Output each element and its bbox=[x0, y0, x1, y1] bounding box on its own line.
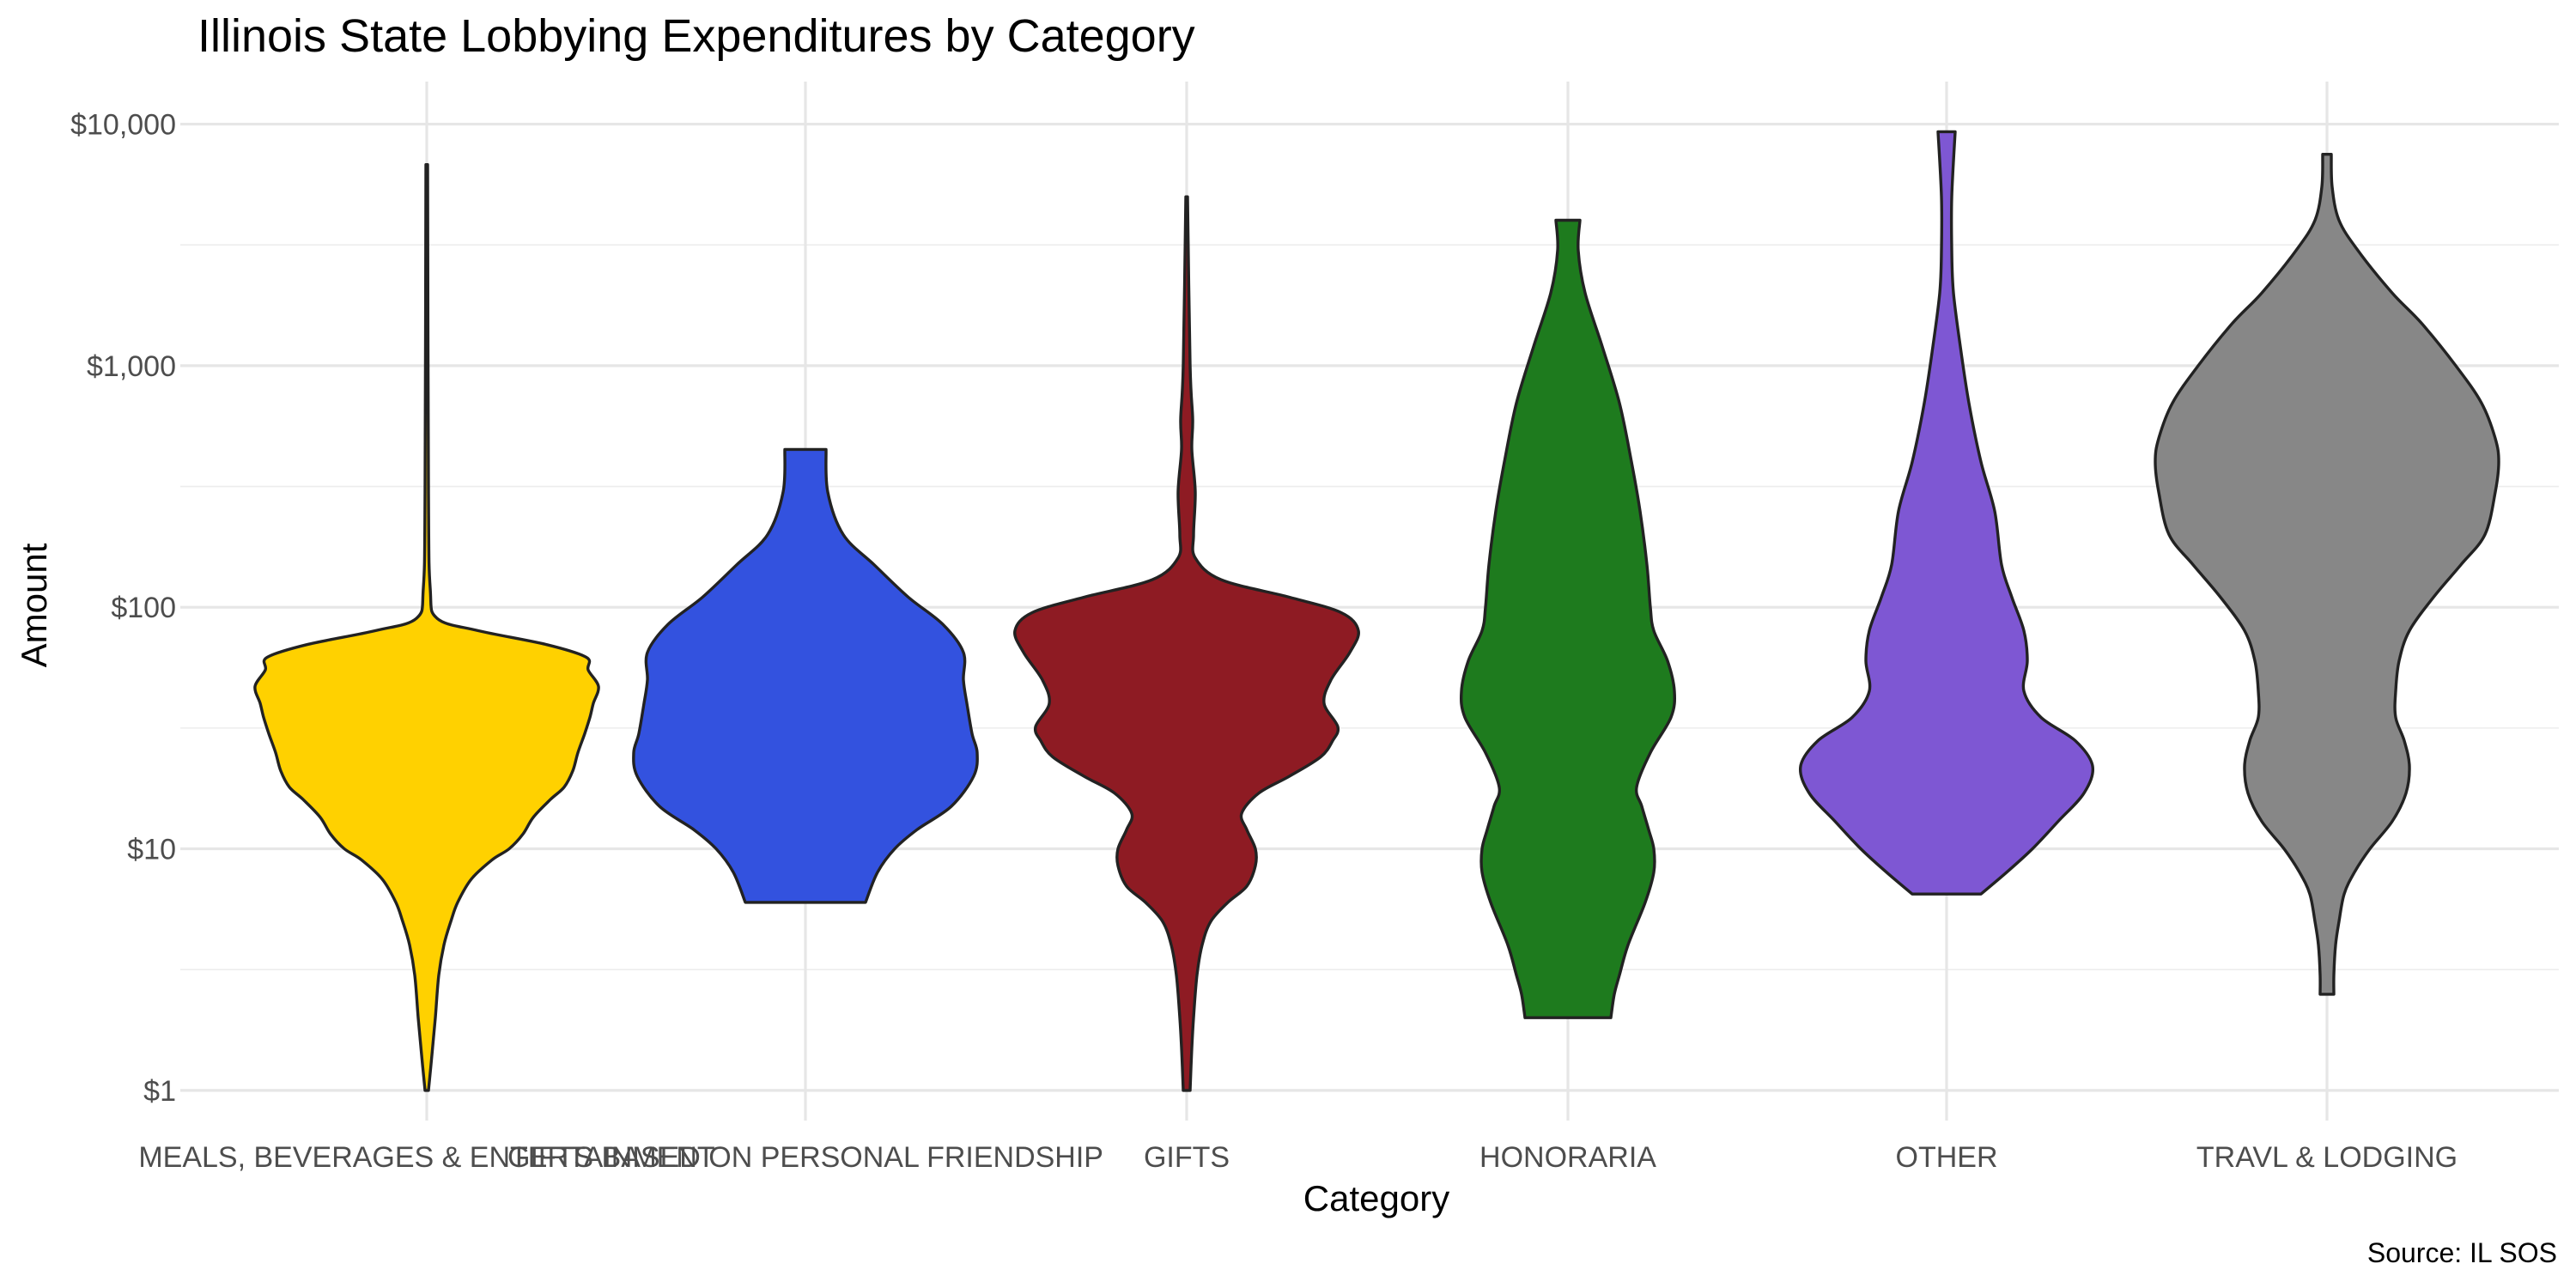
violin-gifts-based-on-personal-friendship bbox=[632, 447, 979, 904]
violin-meals-beverages-entertainment bbox=[253, 163, 600, 1092]
x-tick-label: OTHER bbox=[1896, 1141, 1998, 1174]
violin-travl-lodging bbox=[2154, 153, 2500, 996]
x-tick-label: MEALS, BEVERAGES & ENTERTAINMENT bbox=[138, 1141, 714, 1174]
y-axis-title: Amount bbox=[14, 543, 54, 667]
chart-caption: Source: IL SOS bbox=[2367, 1237, 2557, 1268]
violin-honoraria bbox=[1459, 218, 1677, 1019]
y-axis-ticks: $1 $10 $100 $1,000 $10,000 bbox=[70, 109, 176, 1108]
y-tick-label: $1 bbox=[143, 1075, 176, 1108]
x-tick-label: TRAVL & LODGING bbox=[2196, 1141, 2458, 1174]
violin-gifts bbox=[1013, 195, 1360, 1092]
violin-other bbox=[1798, 130, 2095, 896]
x-tick-label: GIFTS bbox=[1144, 1141, 1230, 1174]
violins bbox=[253, 130, 2500, 1092]
y-tick-label: $10,000 bbox=[70, 109, 176, 142]
chart-title: Illinois State Lobbying Expenditures by … bbox=[197, 10, 1195, 62]
y-tick-label: $10 bbox=[127, 834, 176, 866]
x-tick-label: HONORARIA bbox=[1479, 1141, 1656, 1174]
x-tick-label: GIFTS BASED ON PERSONAL FRIENDSHIP bbox=[507, 1141, 1103, 1174]
x-axis-title: Category bbox=[1303, 1178, 1449, 1218]
grid-lines bbox=[180, 82, 2559, 1121]
y-tick-label: $100 bbox=[111, 592, 176, 624]
y-tick-label: $1,000 bbox=[87, 350, 176, 383]
